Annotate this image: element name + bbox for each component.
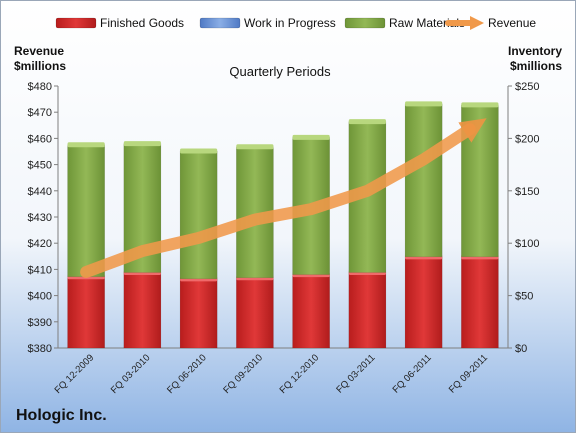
left-tick-label: $460	[28, 133, 52, 145]
bar-finished-goods	[236, 277, 274, 349]
bar-finished-goods	[461, 256, 499, 349]
legend-swatch-work-in-progress	[199, 17, 241, 29]
left-axis-label-line2: $millions	[14, 59, 66, 73]
left-tick-label: $420	[28, 238, 52, 250]
left-tick-label: $450	[28, 160, 52, 172]
left-axis-label-line1: Revenue	[14, 44, 64, 58]
legend-swatch-raw-materials	[344, 17, 386, 29]
bar-finished-goods	[179, 278, 218, 349]
bars	[67, 101, 499, 349]
bar-raw-materials	[404, 103, 443, 258]
bar-finished-goods	[292, 274, 330, 349]
right-tick-label: $50	[515, 291, 533, 303]
legend-label-raw-materials: Raw Materials	[389, 16, 465, 30]
legend-arrowhead-revenue	[470, 16, 484, 30]
right-tick-label: $200	[515, 133, 539, 145]
right-tick-label: $250	[515, 81, 539, 93]
chart-title: Quarterly Periods	[229, 64, 331, 79]
legend: Finished Goods Work in Progress Raw Materi…	[55, 16, 536, 30]
revenue-series-line	[80, 118, 487, 279]
left-tick-label: $470	[28, 107, 52, 119]
left-tick-label: $400	[28, 291, 52, 303]
right-tick-label: $100	[515, 238, 539, 250]
right-axis-label-line1: Inventory	[508, 44, 562, 58]
left-tick-label: $390	[28, 317, 52, 329]
bar-finished-goods	[404, 256, 443, 349]
right-tick-label: $0	[515, 343, 527, 355]
bar-cap-raw-materials	[292, 134, 330, 140]
revenue-line	[80, 118, 487, 279]
bar-cap-raw-materials	[405, 101, 443, 107]
bar-cap-raw-materials	[348, 119, 386, 125]
company-name: Hologic Inc.	[16, 407, 107, 424]
left-tick-label: $380	[28, 343, 52, 355]
legend-swatch-finished-goods	[55, 17, 97, 29]
right-axis-label-line2: $millions	[510, 59, 562, 73]
bar-finished-goods	[348, 272, 387, 349]
bar-cap-raw-materials	[180, 148, 218, 154]
bar-finished-goods	[123, 272, 162, 349]
bar-raw-materials	[67, 144, 105, 277]
left-tick-label: $430	[28, 212, 52, 224]
bar-raw-materials	[179, 150, 218, 280]
legend-label-work-in-progress: Work in Progress	[244, 16, 336, 30]
bar-finished-goods	[67, 276, 105, 349]
bar-cap-raw-materials	[236, 144, 274, 150]
legend-label-revenue: Revenue	[488, 16, 536, 30]
left-tick-label: $440	[28, 186, 52, 198]
left-tick-label: $410	[28, 264, 52, 276]
bar-cap-raw-materials	[123, 141, 161, 147]
left-tick-label: $480	[28, 81, 52, 93]
bar-cap-raw-materials	[67, 142, 105, 148]
legend-label-finished-goods: Finished Goods	[100, 16, 184, 30]
right-tick-label: $150	[515, 186, 539, 198]
bar-cap-raw-materials	[461, 102, 499, 108]
